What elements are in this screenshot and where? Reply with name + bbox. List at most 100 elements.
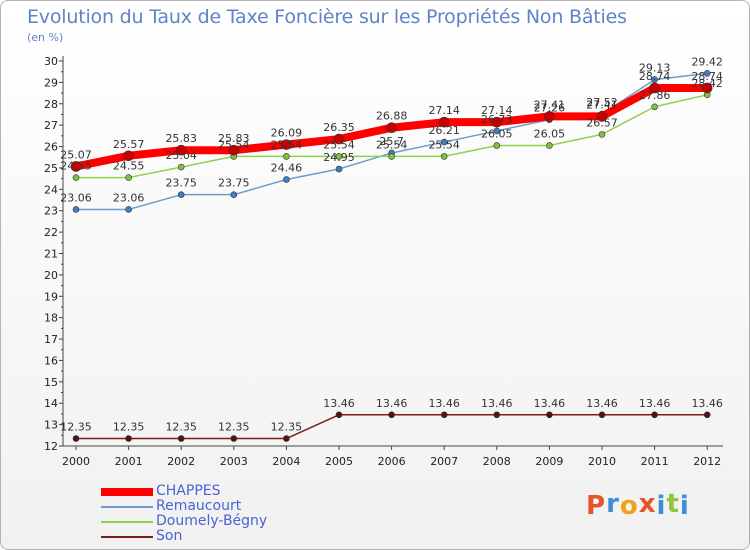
data-point: [493, 142, 501, 149]
data-label: 13.46: [586, 397, 618, 410]
legend-swatch: [101, 488, 153, 496]
y-tick-label: 14: [44, 397, 58, 410]
data-point: [177, 435, 185, 442]
x-tick-label: 2010: [588, 455, 616, 468]
data-label: 13.46: [323, 397, 355, 410]
data-point: [177, 163, 185, 171]
x-tick-label: 2008: [483, 455, 511, 468]
data-point: [596, 111, 608, 122]
logo-letter: o: [619, 491, 639, 521]
data-point: [598, 411, 606, 419]
data-label: 12.35: [113, 421, 145, 434]
data-label: 27.14: [428, 104, 460, 117]
y-tick-label: 22: [44, 226, 58, 239]
data-point: [230, 191, 238, 198]
data-label: 27.14: [481, 104, 513, 117]
data-label: 25.54: [271, 138, 303, 151]
data-point: [438, 116, 450, 128]
x-tick-label: 2012: [693, 455, 721, 468]
data-label: 25.83: [218, 132, 250, 145]
data-label: 28.74: [639, 70, 671, 83]
x-tick-label: 2011: [641, 455, 669, 468]
x-tick-label: 2007: [430, 455, 458, 468]
data-point: [651, 411, 658, 419]
logo-letter: i: [656, 491, 667, 521]
data-label: 25.54: [323, 138, 355, 151]
data-point: [123, 150, 134, 162]
y-tick-label: 12: [44, 440, 58, 453]
data-label: 12.35: [60, 421, 92, 434]
data-point: [333, 133, 345, 145]
x-tick-label: 2009: [535, 455, 563, 468]
data-label: 26.88: [376, 110, 408, 123]
data-label: 12.35: [165, 421, 197, 434]
data-point: [649, 82, 660, 94]
x-tick-label: 2003: [220, 455, 248, 468]
data-label: 13.46: [376, 397, 408, 410]
data-point: [228, 144, 240, 156]
x-tick-label: 2002: [167, 455, 195, 468]
y-tick-label: 29: [44, 76, 58, 89]
data-label: 26.05: [481, 127, 513, 140]
data-point: [651, 76, 658, 83]
data-label: 13.46: [639, 397, 671, 410]
data-label: 25.54: [428, 138, 460, 151]
logo-letter: r: [606, 489, 620, 519]
chart-title: Evolution du Taux de Taxe Foncière sur l…: [27, 6, 627, 28]
y-tick-label: 24: [44, 183, 58, 196]
data-label: 12.35: [271, 421, 303, 434]
y-tick-label: 30: [44, 55, 58, 68]
data-label: 27.41: [534, 98, 566, 111]
x-tick-label: 2005: [325, 455, 353, 468]
data-point: [546, 411, 553, 419]
data-label: 23.75: [218, 177, 250, 190]
y-tick-label: 13: [44, 419, 58, 432]
data-point: [283, 153, 290, 160]
data-point: [335, 411, 343, 419]
data-point: [440, 138, 448, 146]
data-point: [70, 161, 82, 172]
x-tick-label: 2001: [115, 455, 143, 468]
data-label: 25.07: [60, 148, 92, 161]
data-point: [703, 70, 711, 77]
y-tick-label: 23: [44, 205, 58, 218]
data-point: [491, 116, 503, 128]
chart-subtitle: (en %): [27, 31, 64, 44]
data-label: 27.86: [639, 89, 671, 102]
data-point: [125, 435, 132, 442]
data-point: [546, 142, 553, 149]
y-tick-label: 17: [44, 333, 58, 346]
data-point: [544, 111, 555, 122]
legend-swatch: [101, 536, 153, 538]
data-label: 12.35: [218, 421, 250, 434]
data-point: [493, 411, 501, 419]
data-point: [388, 411, 395, 419]
data-point: [703, 411, 711, 419]
data-point: [283, 176, 290, 183]
logo-letter: P: [586, 491, 607, 521]
y-tick-label: 26: [44, 141, 58, 154]
data-point: [72, 206, 80, 213]
data-label: 25.54: [376, 138, 408, 151]
data-point: [701, 82, 713, 94]
y-tick-label: 18: [44, 312, 58, 325]
data-point: [72, 435, 80, 442]
data-label: 24.55: [113, 160, 145, 173]
data-label: 13.46: [534, 397, 566, 410]
data-point: [283, 435, 290, 442]
data-point: [177, 191, 185, 198]
data-point: [125, 206, 132, 213]
data-label: 24.55: [60, 160, 92, 173]
data-point: [125, 174, 132, 181]
y-tick-label: 25: [44, 162, 58, 175]
data-point: [388, 153, 395, 160]
x-tick-label: 2004: [272, 455, 300, 468]
y-tick-label: 21: [44, 248, 58, 261]
logo-letter: i: [679, 491, 690, 521]
logo-letter: x: [638, 489, 657, 519]
data-label: 27.52: [586, 96, 618, 109]
data-label: 26.05: [534, 127, 566, 140]
data-label: 23.75: [165, 177, 197, 190]
data-label: 26.57: [586, 116, 618, 129]
